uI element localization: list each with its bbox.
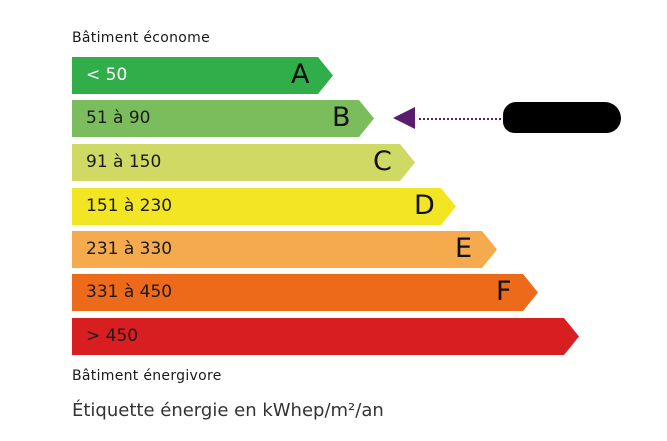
class-range: > 450 bbox=[86, 326, 139, 346]
class-bar-d: 151 à 230 D bbox=[72, 188, 456, 225]
current-class-arrow-icon bbox=[393, 107, 415, 129]
class-range: < 50 bbox=[86, 65, 128, 85]
class-bar-f: 331 à 450 F bbox=[72, 274, 538, 311]
class-letter: A bbox=[291, 59, 310, 90]
class-range: 231 à 330 bbox=[86, 239, 173, 259]
caption: Étiquette énergie en kWhep/m²/an bbox=[72, 400, 384, 421]
class-bar-c: 91 à 150 C bbox=[72, 144, 415, 181]
redacted-value bbox=[503, 102, 621, 133]
header-energivore: Bâtiment énergivore bbox=[72, 368, 222, 384]
class-bar-b: 51 à 90 B bbox=[72, 100, 374, 137]
class-letter: D bbox=[414, 190, 435, 221]
class-letter: E bbox=[455, 233, 473, 264]
class-letter: B bbox=[332, 102, 351, 133]
class-range: 151 à 230 bbox=[86, 196, 173, 216]
class-range: 331 à 450 bbox=[86, 282, 173, 302]
class-range: 51 à 90 bbox=[86, 108, 151, 128]
class-bar-a: < 50 A bbox=[72, 57, 333, 94]
class-range: 91 à 150 bbox=[86, 152, 162, 172]
class-letter: F bbox=[496, 276, 512, 307]
header-econome: Bâtiment économe bbox=[72, 30, 210, 46]
indicator-dotted-line bbox=[419, 118, 501, 120]
class-bar-e: 231 à 330 E bbox=[72, 231, 497, 268]
class-letter: C bbox=[373, 146, 392, 177]
class-bar-g: > 450 bbox=[72, 318, 579, 355]
